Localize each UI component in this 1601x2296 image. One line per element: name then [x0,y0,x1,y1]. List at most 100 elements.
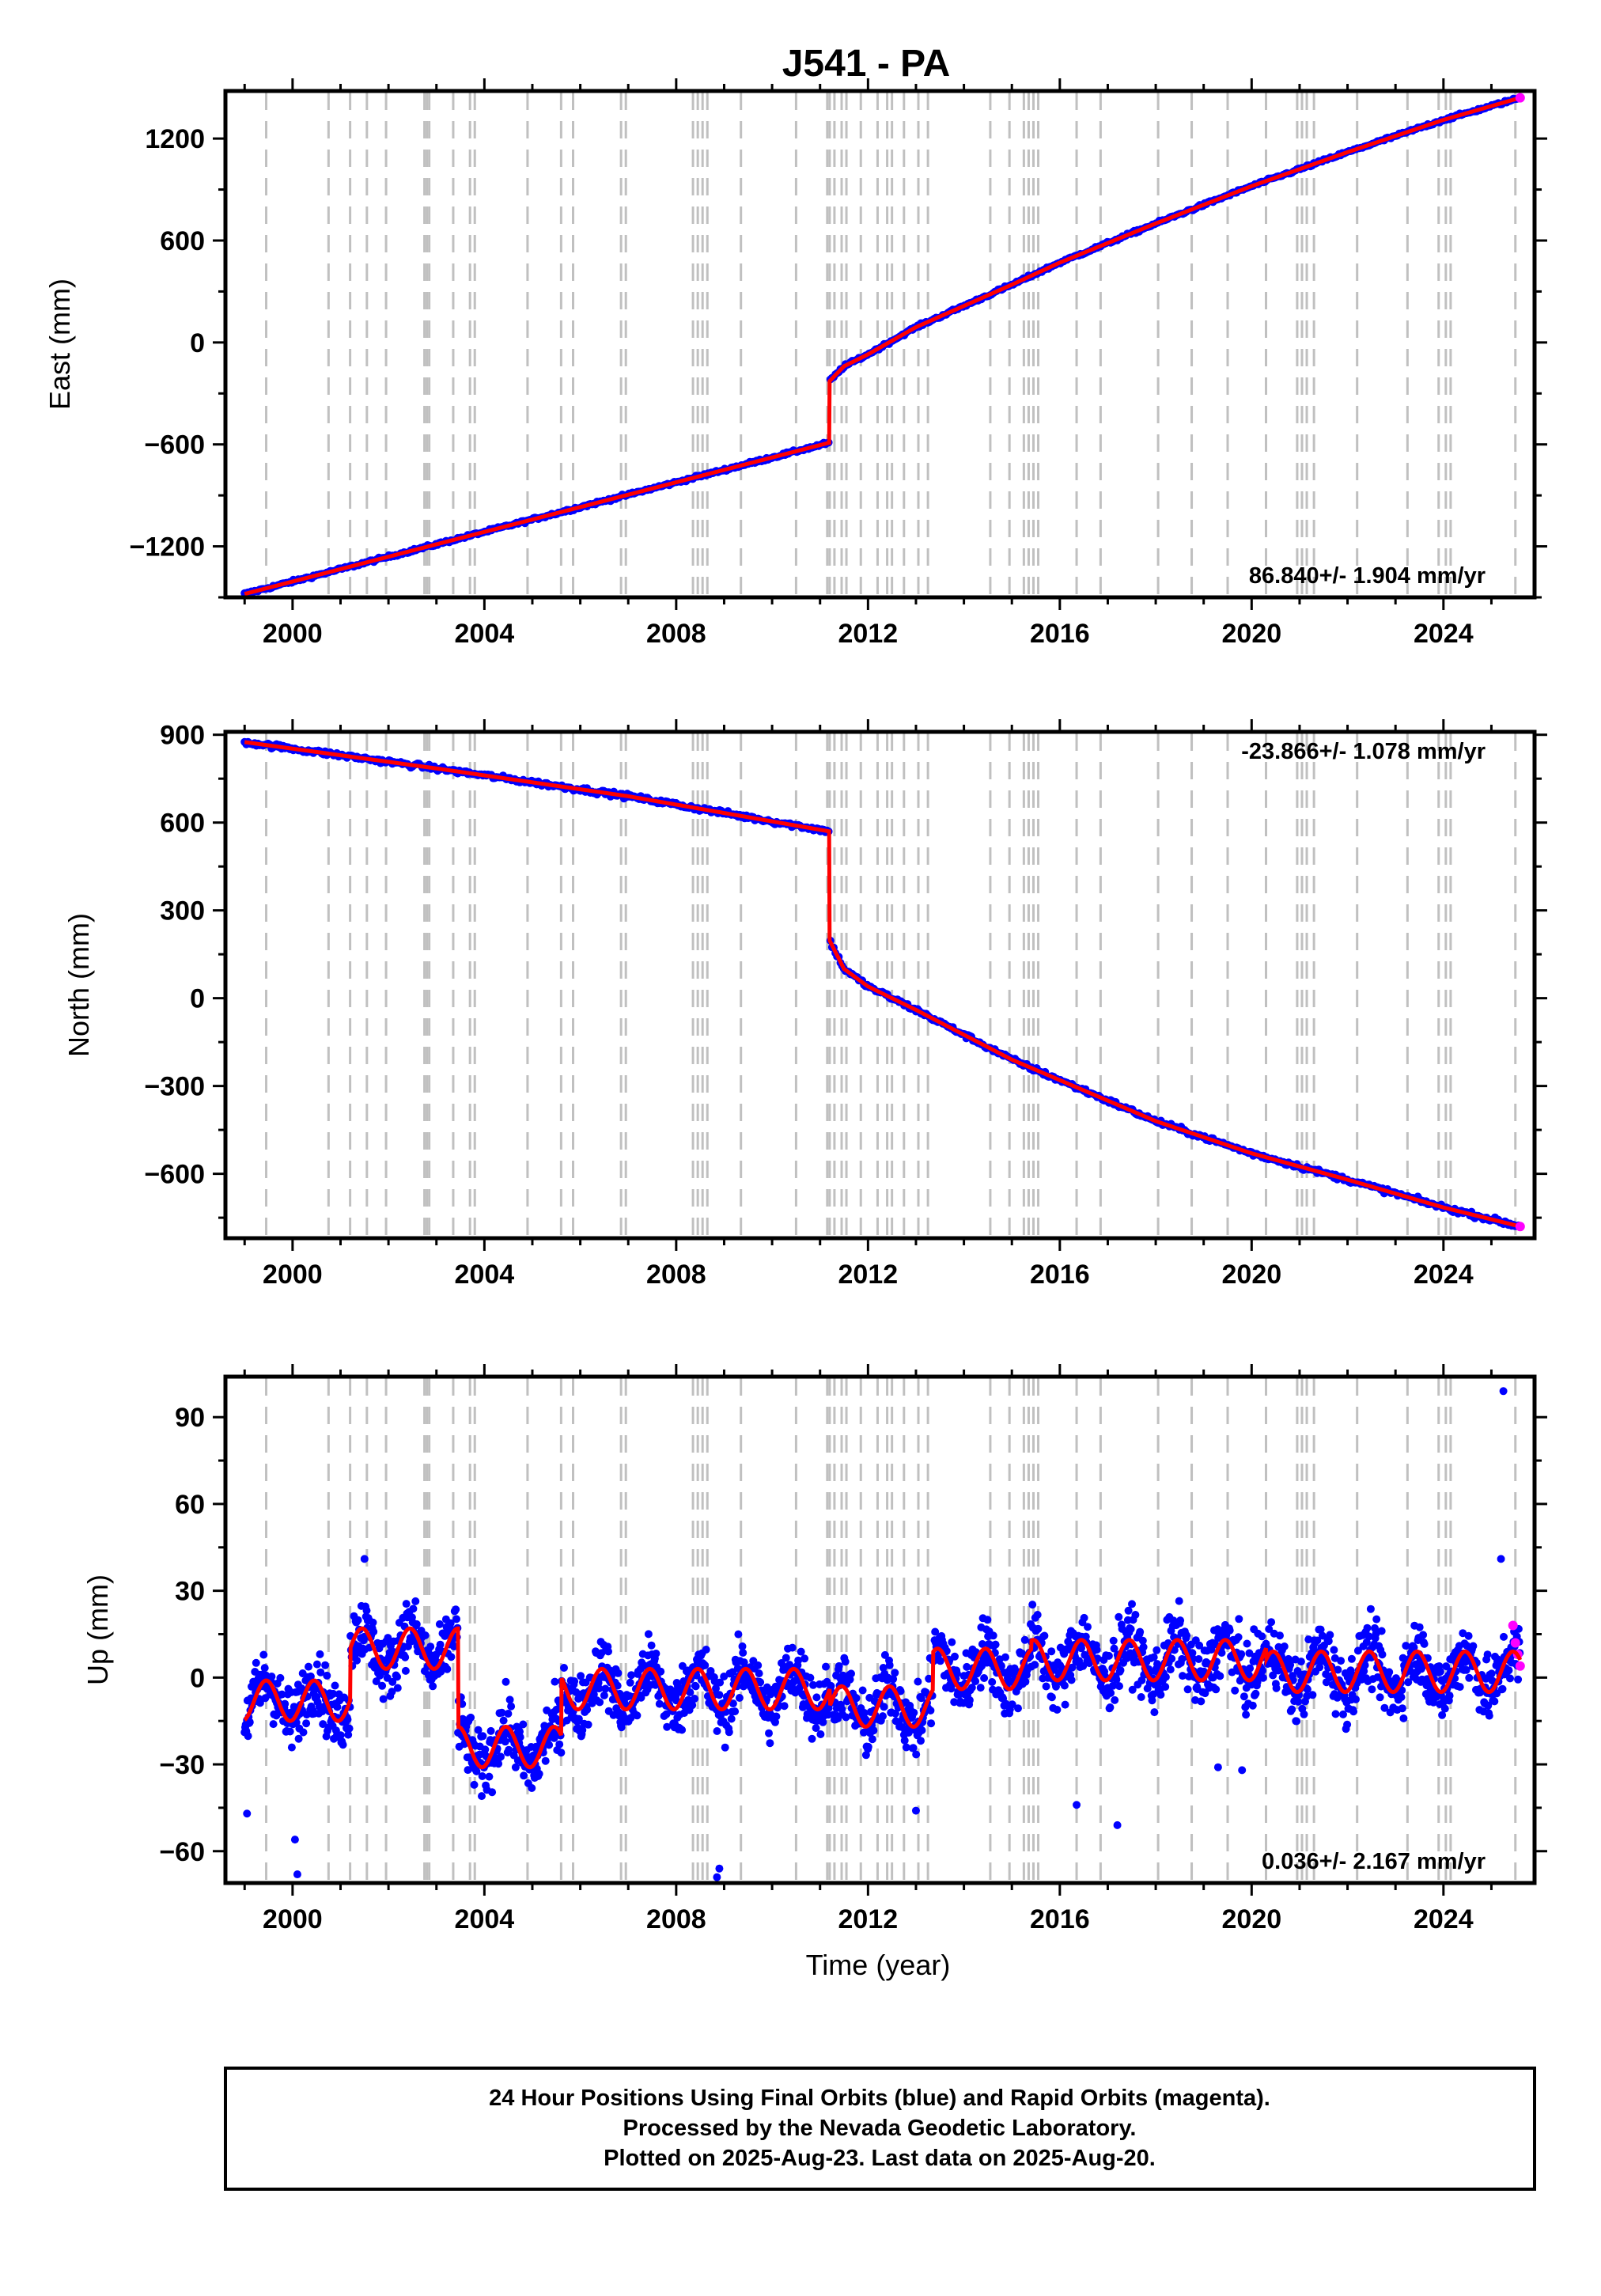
data-point [452,1615,460,1623]
data-point [715,1691,724,1699]
data-point [519,1720,528,1729]
fit-line [244,740,1521,1229]
data-point [1343,1720,1352,1729]
data-point [560,1664,568,1672]
data-point [1483,1650,1492,1659]
data-point [1080,1613,1088,1622]
data-point [1197,1697,1205,1706]
data-point [1258,1673,1267,1682]
data-point [1136,1627,1145,1636]
data-point [244,1732,252,1741]
y-axis-label: North (mm) [62,913,95,1057]
data-point [507,1702,516,1711]
data-point [333,1703,342,1711]
data-point [1398,1704,1406,1713]
y-tick-label: 0 [190,328,205,358]
y-tick-label: 0 [190,1663,205,1693]
data-point [362,1606,371,1615]
data-point [765,1729,773,1737]
data-point [583,1706,592,1714]
data-point [1128,1600,1136,1608]
data-point [302,1719,311,1728]
data-point [464,1766,472,1775]
data-point [1031,1661,1039,1669]
outlier-point [243,1809,252,1818]
y-tick-label: 90 [175,1403,205,1433]
data-point [1498,1684,1507,1693]
data-point [678,1726,687,1734]
outlier-point [1113,1821,1122,1829]
data-point [755,1669,763,1678]
footer-line-3: Plotted on 2025-Aug-23. Last data on 202… [604,2146,1156,2171]
data-point [269,1720,278,1729]
data-point [474,1726,483,1734]
data-point [822,1662,830,1671]
data-point [647,1641,656,1650]
plot-area [240,1387,1525,1881]
data-point [1053,1706,1062,1714]
data-point [481,1745,490,1754]
final-orbit-points [240,1387,1524,1881]
data-point [951,1652,959,1661]
y-tick-label: 600 [160,809,205,839]
data-point [652,1650,660,1658]
y-tick-label: −600 [144,430,205,460]
data-point [1294,1697,1303,1706]
data-point [287,1743,296,1752]
y-tick-label: 300 [160,896,205,926]
chart-title: J541 - PA [782,43,951,85]
data-point [1420,1639,1429,1648]
data-point [353,1656,361,1665]
data-point [479,1732,487,1741]
data-point [1490,1697,1499,1706]
data-point [910,1708,918,1717]
x-tick-label: 2012 [838,1904,899,1934]
data-point [657,1667,665,1676]
data-point [436,1640,445,1649]
data-point [443,1665,452,1673]
data-point [702,1646,710,1654]
data-point [1115,1682,1123,1691]
data-point [1161,1673,1170,1681]
data-point [478,1772,486,1780]
data-point [788,1643,797,1652]
data-point [1399,1714,1408,1722]
x-tick-label: 2000 [263,619,323,649]
data-point [478,1792,486,1801]
data-point [393,1673,401,1681]
data-point [557,1749,566,1757]
data-point [501,1677,510,1686]
data-point [388,1677,397,1686]
data-point [1485,1711,1493,1720]
data-point [1040,1631,1049,1640]
data-point [1111,1695,1119,1704]
y-tick-label: −300 [144,1072,205,1102]
data-point [1001,1653,1009,1661]
data-point [1149,1653,1158,1661]
x-tick-label: 2020 [1222,1904,1282,1934]
time-axis-label: Time (year) [806,1949,951,1981]
data-point [596,1698,604,1707]
data-point [584,1720,592,1729]
data-point [1455,1683,1464,1692]
x-tick-label: 2012 [838,1260,899,1290]
data-point [701,1661,710,1669]
plot-area [240,737,1525,1232]
outlier-point [911,1806,920,1815]
data-point [1042,1682,1050,1691]
data-point [926,1707,935,1714]
x-tick-label: 2000 [263,1904,323,1934]
data-point [725,1728,733,1737]
data-point [1212,1685,1221,1694]
data-point [321,1661,330,1669]
data-point [879,1712,887,1721]
data-point [528,1784,536,1792]
data-point [1194,1655,1203,1663]
data-point [1237,1650,1246,1658]
data-point [260,1664,269,1673]
data-point [412,1620,421,1628]
data-point [555,1740,564,1749]
y-tick-label: 30 [175,1577,205,1607]
data-point [713,1727,721,1735]
data-point [535,1770,543,1778]
